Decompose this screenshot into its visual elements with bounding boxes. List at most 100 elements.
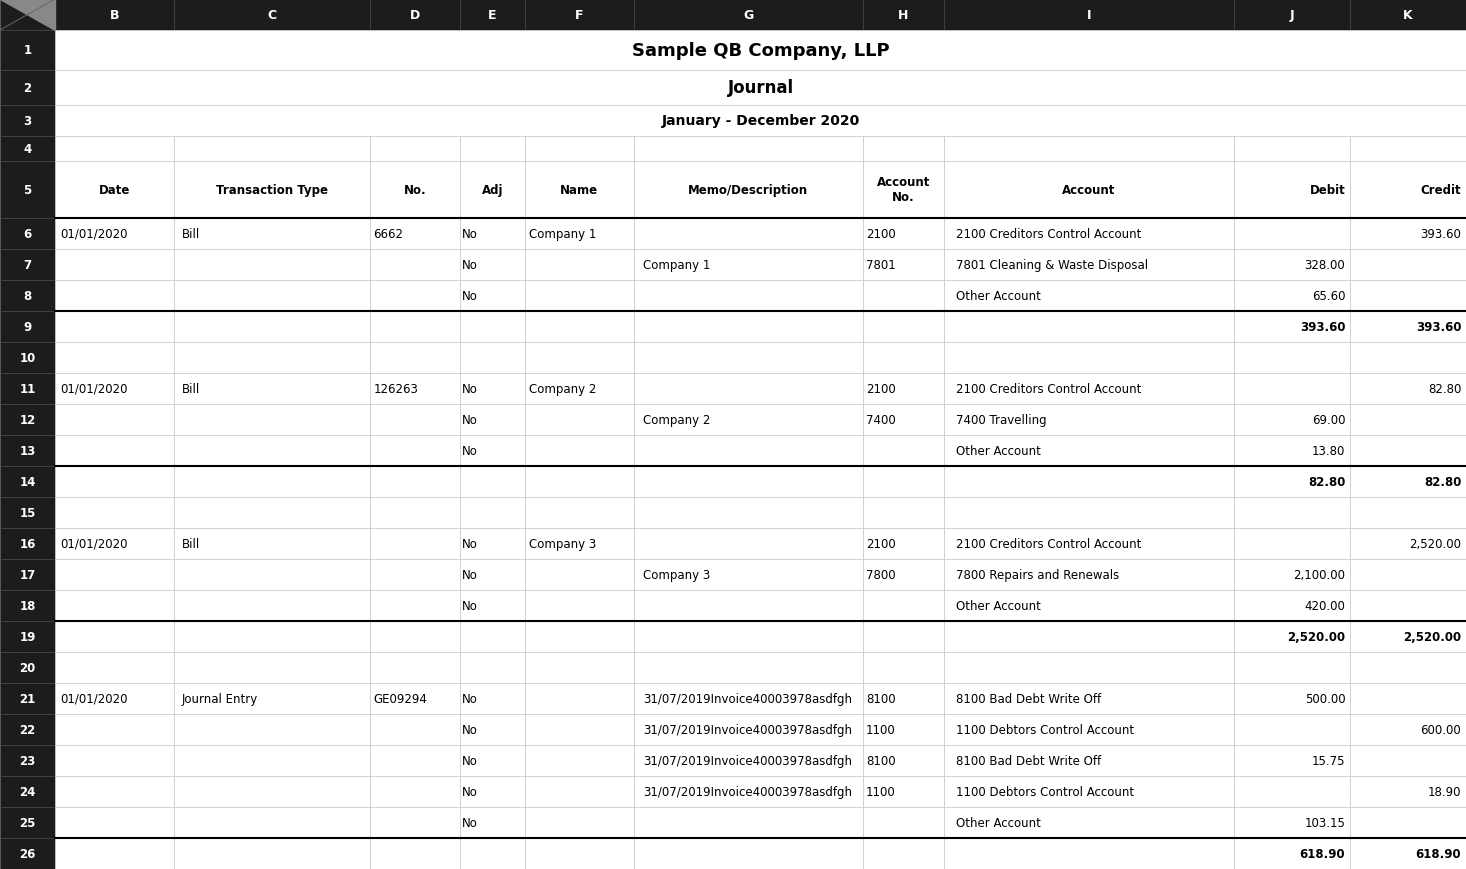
Text: 393.60: 393.60 xyxy=(1300,321,1346,333)
Bar xyxy=(1350,311,1466,342)
Bar xyxy=(56,342,174,373)
Text: 7800 Repairs and Renewals: 7800 Repairs and Renewals xyxy=(956,568,1119,581)
Text: 24: 24 xyxy=(19,785,35,798)
Bar xyxy=(1350,136,1466,162)
Bar xyxy=(633,342,863,373)
Bar xyxy=(1234,373,1350,404)
Bar xyxy=(460,342,525,373)
Bar xyxy=(174,249,369,281)
Bar xyxy=(633,745,863,776)
Text: Sample QB Company, LLP: Sample QB Company, LLP xyxy=(632,42,890,60)
Bar xyxy=(460,528,525,559)
Bar xyxy=(174,714,369,745)
Bar xyxy=(525,621,633,652)
Bar xyxy=(369,249,460,281)
Text: 393.60: 393.60 xyxy=(1421,228,1462,241)
Text: No: No xyxy=(462,289,478,302)
Bar xyxy=(1350,466,1466,497)
Bar xyxy=(525,714,633,745)
Bar xyxy=(944,466,1234,497)
Bar xyxy=(0,311,56,342)
Bar xyxy=(0,714,56,745)
Bar xyxy=(863,373,944,404)
Text: 17: 17 xyxy=(19,568,35,581)
Bar xyxy=(863,249,944,281)
Bar xyxy=(525,528,633,559)
Bar xyxy=(0,162,56,218)
Text: 4: 4 xyxy=(23,143,32,156)
Text: 15: 15 xyxy=(19,506,35,519)
Bar xyxy=(174,528,369,559)
Bar xyxy=(525,652,633,683)
Bar xyxy=(1234,590,1350,621)
Bar xyxy=(525,776,633,807)
Bar xyxy=(0,218,56,249)
Bar xyxy=(56,404,174,435)
Text: Bill: Bill xyxy=(182,382,199,395)
Bar xyxy=(56,70,1466,106)
Bar xyxy=(0,652,56,683)
Bar xyxy=(525,0,633,31)
Bar xyxy=(0,373,56,404)
Bar xyxy=(863,528,944,559)
Bar xyxy=(1350,249,1466,281)
Bar xyxy=(1350,652,1466,683)
Text: Credit: Credit xyxy=(1421,183,1462,196)
Bar xyxy=(460,435,525,466)
Bar xyxy=(944,162,1234,218)
Bar xyxy=(944,714,1234,745)
Bar xyxy=(863,404,944,435)
Bar xyxy=(1350,776,1466,807)
Bar xyxy=(369,466,460,497)
Bar xyxy=(369,652,460,683)
Text: Bill: Bill xyxy=(182,537,199,550)
Text: B: B xyxy=(110,9,119,22)
Bar xyxy=(525,466,633,497)
Bar xyxy=(460,404,525,435)
Bar xyxy=(369,528,460,559)
Bar xyxy=(944,838,1234,869)
Bar xyxy=(174,559,369,590)
Text: E: E xyxy=(488,9,497,22)
Bar xyxy=(0,838,56,869)
Bar xyxy=(1234,528,1350,559)
Text: 328.00: 328.00 xyxy=(1305,258,1346,271)
Bar xyxy=(369,683,460,714)
Bar xyxy=(863,136,944,162)
Bar xyxy=(633,528,863,559)
Text: 21: 21 xyxy=(19,692,35,705)
Bar xyxy=(1234,559,1350,590)
Bar xyxy=(0,466,56,497)
Text: No: No xyxy=(462,599,478,612)
Bar xyxy=(56,652,174,683)
Bar xyxy=(1350,404,1466,435)
Bar xyxy=(944,435,1234,466)
Bar xyxy=(369,311,460,342)
Bar xyxy=(369,745,460,776)
Text: 12: 12 xyxy=(19,414,35,426)
Text: 2,520.00: 2,520.00 xyxy=(1409,537,1462,550)
Bar xyxy=(0,249,56,281)
Bar xyxy=(1234,281,1350,311)
Bar xyxy=(460,162,525,218)
Bar xyxy=(174,652,369,683)
Text: 2,520.00: 2,520.00 xyxy=(1287,630,1346,643)
Bar xyxy=(460,373,525,404)
Text: J: J xyxy=(1290,9,1294,22)
Text: Journal: Journal xyxy=(727,79,793,97)
Bar xyxy=(0,0,56,31)
Bar xyxy=(460,621,525,652)
Bar xyxy=(56,106,1466,136)
Bar xyxy=(460,136,525,162)
Text: 01/01/2020: 01/01/2020 xyxy=(60,228,128,241)
Bar xyxy=(863,435,944,466)
Bar xyxy=(174,776,369,807)
Bar xyxy=(944,528,1234,559)
Text: 1100 Debtors Control Account: 1100 Debtors Control Account xyxy=(956,723,1133,736)
Text: 18.90: 18.90 xyxy=(1428,785,1462,798)
Text: 6662: 6662 xyxy=(374,228,403,241)
Bar xyxy=(863,745,944,776)
Bar xyxy=(56,31,1466,70)
Bar xyxy=(1350,162,1466,218)
Bar xyxy=(369,776,460,807)
